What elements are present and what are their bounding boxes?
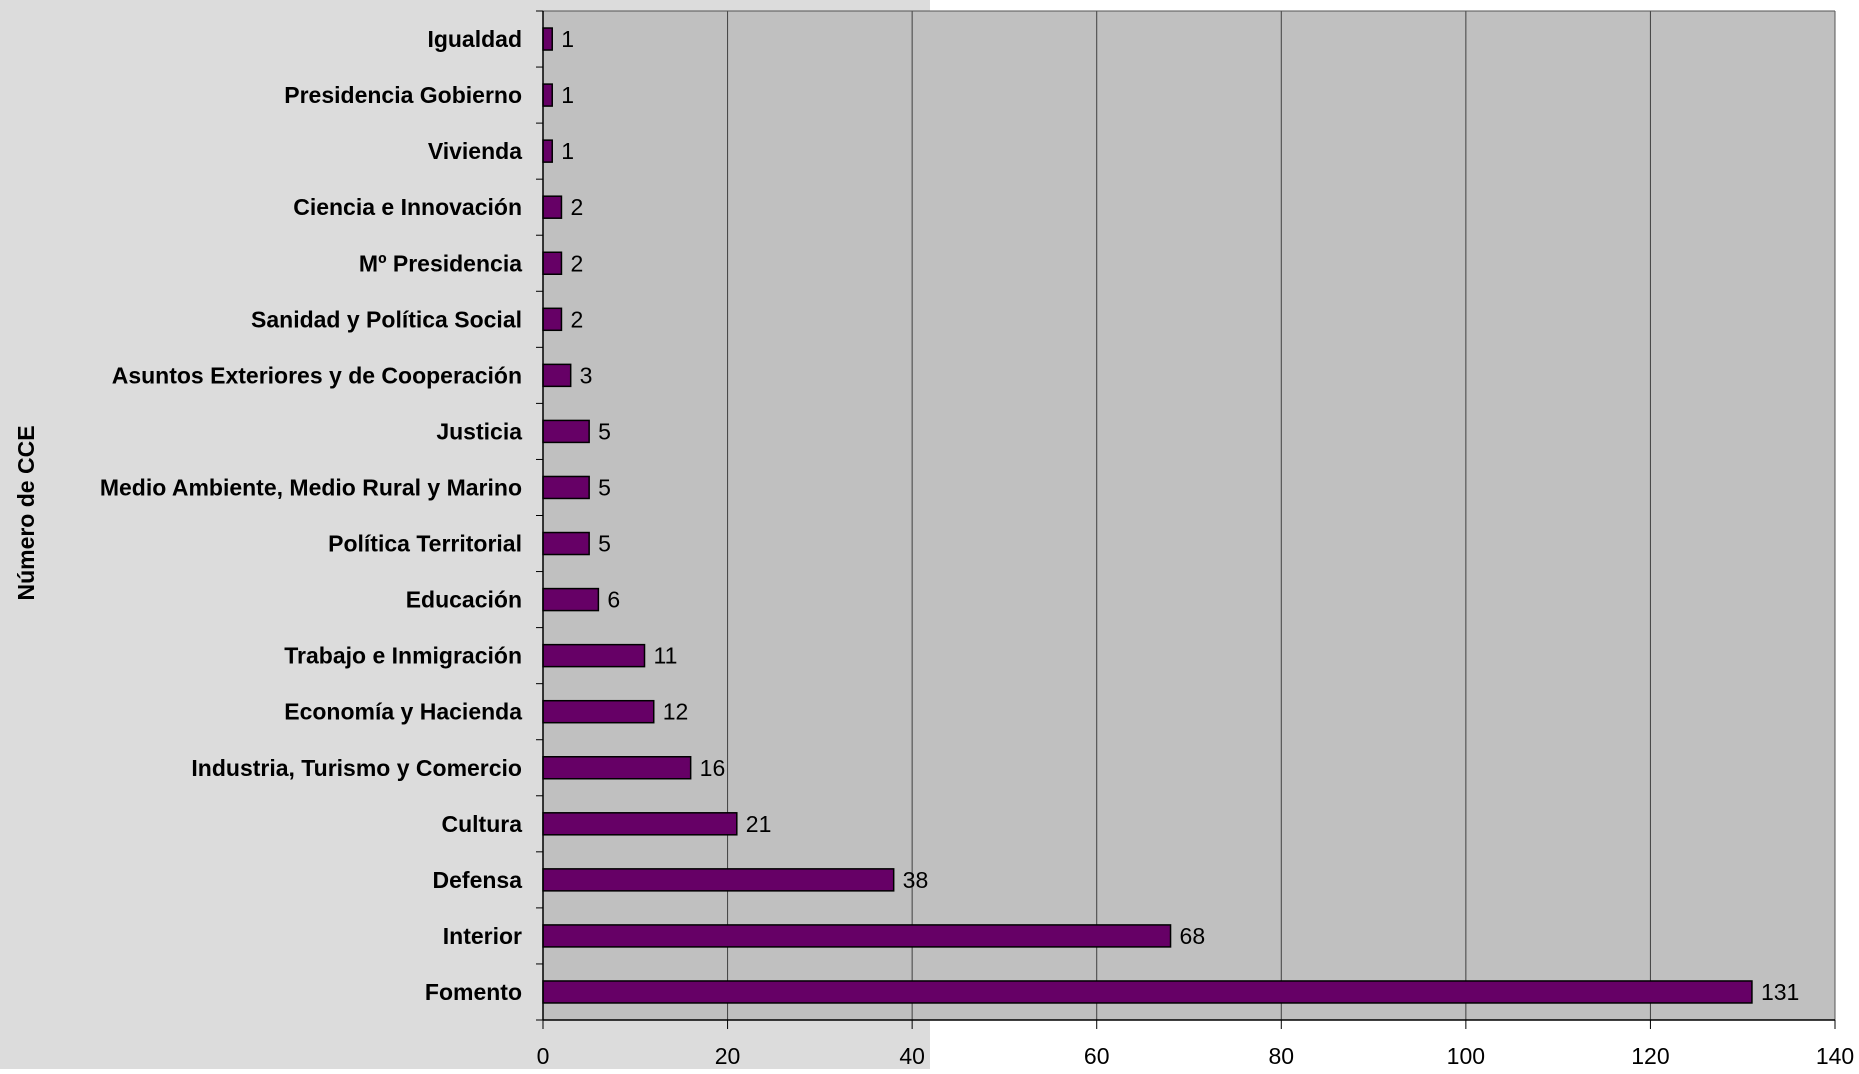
bar-value-label: 5 bbox=[598, 418, 611, 444]
y-axis-title: Número de CCE bbox=[13, 425, 39, 600]
x-tick-label: 140 bbox=[1816, 1043, 1854, 1069]
bar bbox=[542, 643, 646, 668]
x-tick-label: 0 bbox=[537, 1043, 550, 1069]
bar-value-label: 1 bbox=[561, 26, 574, 52]
bar-value-label: 2 bbox=[570, 250, 583, 276]
bar-value-label: 12 bbox=[663, 699, 689, 725]
bar bbox=[542, 363, 572, 388]
axis-lines bbox=[536, 10, 1836, 1029]
bar-value-label: 2 bbox=[570, 194, 583, 220]
category-label: Interior bbox=[443, 923, 522, 949]
bar bbox=[542, 475, 590, 500]
category-label: Vivienda bbox=[428, 138, 522, 164]
bar bbox=[542, 699, 655, 724]
x-tick-label: 20 bbox=[715, 1043, 741, 1069]
x-tick-label: 100 bbox=[1447, 1043, 1485, 1069]
category-label: Presidencia Gobierno bbox=[284, 82, 522, 108]
category-labels: Igualdad Presidencia Gobierno Vivienda Cien… bbox=[100, 26, 522, 1005]
bar bbox=[542, 139, 553, 163]
category-label: Defensa bbox=[433, 867, 523, 893]
category-label: Sanidad y Política Social bbox=[251, 306, 522, 332]
bar bbox=[542, 419, 590, 444]
bar bbox=[542, 924, 1172, 948]
bar-value-label: 3 bbox=[580, 362, 593, 388]
bar bbox=[542, 756, 692, 780]
bar bbox=[542, 27, 553, 51]
bar-value-label: 38 bbox=[903, 867, 929, 893]
bar-value-label: 1 bbox=[561, 82, 574, 108]
bar-value-label: 16 bbox=[700, 755, 726, 781]
bar-value-label: 11 bbox=[654, 643, 678, 669]
bar-value-label: 6 bbox=[607, 587, 620, 613]
bar bbox=[542, 587, 600, 612]
category-label: Cultura bbox=[442, 811, 523, 837]
category-label: Medio Ambiente, Medio Rural y Marino bbox=[100, 474, 522, 500]
category-label: Trabajo e Inmigración bbox=[284, 643, 522, 669]
category-label: Asuntos Exteriores y de Cooperación bbox=[112, 362, 522, 388]
x-tick-label: 60 bbox=[1084, 1043, 1110, 1069]
bar bbox=[542, 83, 553, 107]
bar bbox=[542, 195, 563, 219]
bar bbox=[542, 812, 738, 836]
x-tick-label: 120 bbox=[1631, 1043, 1669, 1069]
category-label: Mº Presidencia bbox=[359, 250, 522, 276]
x-tick-label: 40 bbox=[899, 1043, 925, 1069]
category-label: Ciencia e Innovación bbox=[293, 194, 522, 220]
category-label: Fomento bbox=[425, 979, 522, 1005]
bar bbox=[542, 251, 563, 275]
category-label: Política Territorial bbox=[328, 531, 522, 557]
category-label: Educación bbox=[406, 587, 522, 613]
bar-value-label: 131 bbox=[1761, 979, 1799, 1005]
bar bbox=[542, 531, 590, 556]
category-label: Economía y Hacienda bbox=[284, 699, 522, 725]
category-label: Igualdad bbox=[427, 26, 522, 52]
category-label: Industria, Turismo y Comercio bbox=[191, 755, 522, 781]
bar bbox=[542, 980, 1753, 1004]
bar bbox=[542, 868, 895, 892]
bar bbox=[542, 307, 563, 332]
x-tick-label: 80 bbox=[1268, 1043, 1294, 1069]
x-tick-labels: 0 20 40 60 80 100 120 140 bbox=[537, 1043, 1855, 1069]
bar-value-label: 2 bbox=[570, 306, 583, 332]
bar-value-label: 5 bbox=[598, 474, 611, 500]
category-label: Justicia bbox=[436, 418, 522, 444]
bar-value-label: 5 bbox=[598, 531, 611, 557]
bar-value-label: 21 bbox=[746, 811, 772, 837]
plot-area-background bbox=[543, 11, 1835, 1020]
bar-value-label: 1 bbox=[561, 138, 574, 164]
bar-value-label: 68 bbox=[1180, 923, 1206, 949]
